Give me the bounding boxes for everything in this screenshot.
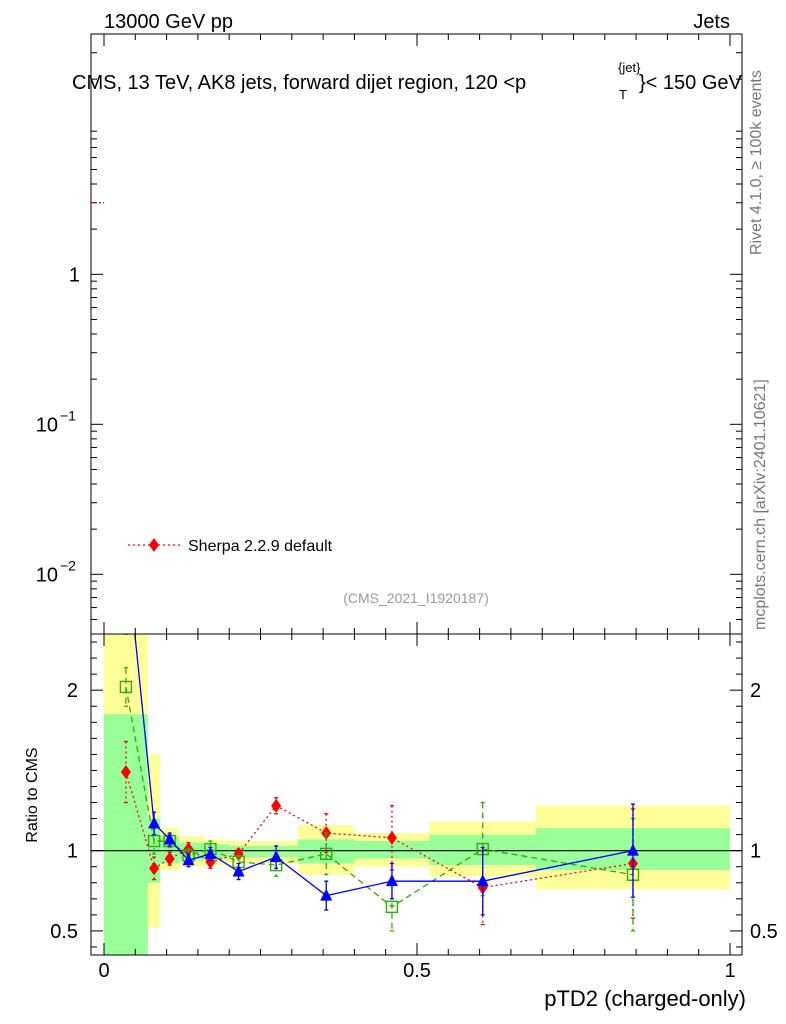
- analysis-watermark: (CMS_2021_I1920187): [343, 590, 489, 606]
- ratio-panel: 0.5 0.5 1 1 2 2 0 0.5 1: [50, 539, 778, 982]
- data-point-triangle: [120, 539, 132, 551]
- main-y-tick-exponent: −2: [60, 557, 76, 573]
- data-point-diamond: [149, 861, 160, 876]
- data-point-square: [119, 680, 133, 694]
- data-point-diamond: [120, 765, 131, 780]
- ratio-xlabel: pTD2 (charged-only): [544, 986, 746, 1011]
- data-point-triangle: [148, 816, 161, 829]
- main-y-tick-exponent: −1: [60, 407, 76, 423]
- main-y-tick-label: 1: [69, 264, 80, 286]
- plot-title-main: CMS, 13 TeV, AK8 jets, forward dijet reg…: [72, 72, 526, 94]
- legend-marker: [149, 538, 159, 552]
- header-right: Jets: [693, 11, 730, 33]
- data-point-triangle: [204, 846, 217, 859]
- plot-title-sub: T: [619, 87, 627, 102]
- ratio-x-tick-label: 0: [98, 960, 109, 982]
- band-green: [104, 714, 148, 955]
- data-point-triangle: [270, 850, 283, 863]
- data-point-triangle: [320, 888, 333, 901]
- ratio-y-tick-label-right: 0.5: [750, 921, 778, 943]
- data-point-diamond: [386, 830, 397, 845]
- data-point-square: [320, 847, 333, 861]
- main-y-tick-label: 10: [36, 414, 58, 436]
- main-y-tick-label: 10: [36, 564, 58, 586]
- ratio-y-tick-label-right: 2: [750, 680, 761, 702]
- plot-title-tail: }< 150 GeV: [639, 72, 743, 94]
- ratio-ylabel: Ratio to CMS: [24, 747, 41, 842]
- ratio-y-tick-label: 1: [67, 841, 78, 863]
- data-point-triangle: [232, 864, 245, 877]
- data-point-triangle: [163, 832, 176, 845]
- ratio-y-tick-label: 2: [67, 680, 78, 702]
- data-point-triangle: [626, 843, 639, 856]
- ratio-x-tick-label: 1: [724, 960, 735, 982]
- data-point-diamond: [164, 851, 175, 866]
- data-point-triangle: [385, 874, 398, 887]
- mcplots-label: mcplots.cern.ch [arXiv:2401.10621]: [752, 379, 769, 630]
- data-point-triangle: [476, 874, 489, 887]
- rivet-label: Rivet 4.1.0, ≥ 100k events: [748, 70, 765, 255]
- legend-label: Sherpa 2.2.9 default: [188, 538, 333, 555]
- band-green: [354, 841, 430, 859]
- data-point-triangle: [182, 853, 195, 866]
- ratio-frame: [90, 633, 743, 956]
- header-left: 13000 GeV pp: [104, 11, 233, 33]
- data-point-diamond: [271, 798, 282, 813]
- ratio-contents: [91, 539, 742, 955]
- ratio-x-tick-label: 0.5: [403, 960, 431, 982]
- data-point-square: [147, 834, 161, 848]
- data-point-diamond: [233, 846, 244, 861]
- plot-title: CMS, 13 TeV, AK8 jets, forward dijet reg…: [72, 72, 526, 94]
- plot-title-sup: {jet}: [618, 60, 641, 75]
- ratio-y-tick-label-right: 1: [750, 841, 761, 863]
- ratio-y-tick-label: 0.5: [50, 921, 78, 943]
- data-point-square: [385, 900, 399, 914]
